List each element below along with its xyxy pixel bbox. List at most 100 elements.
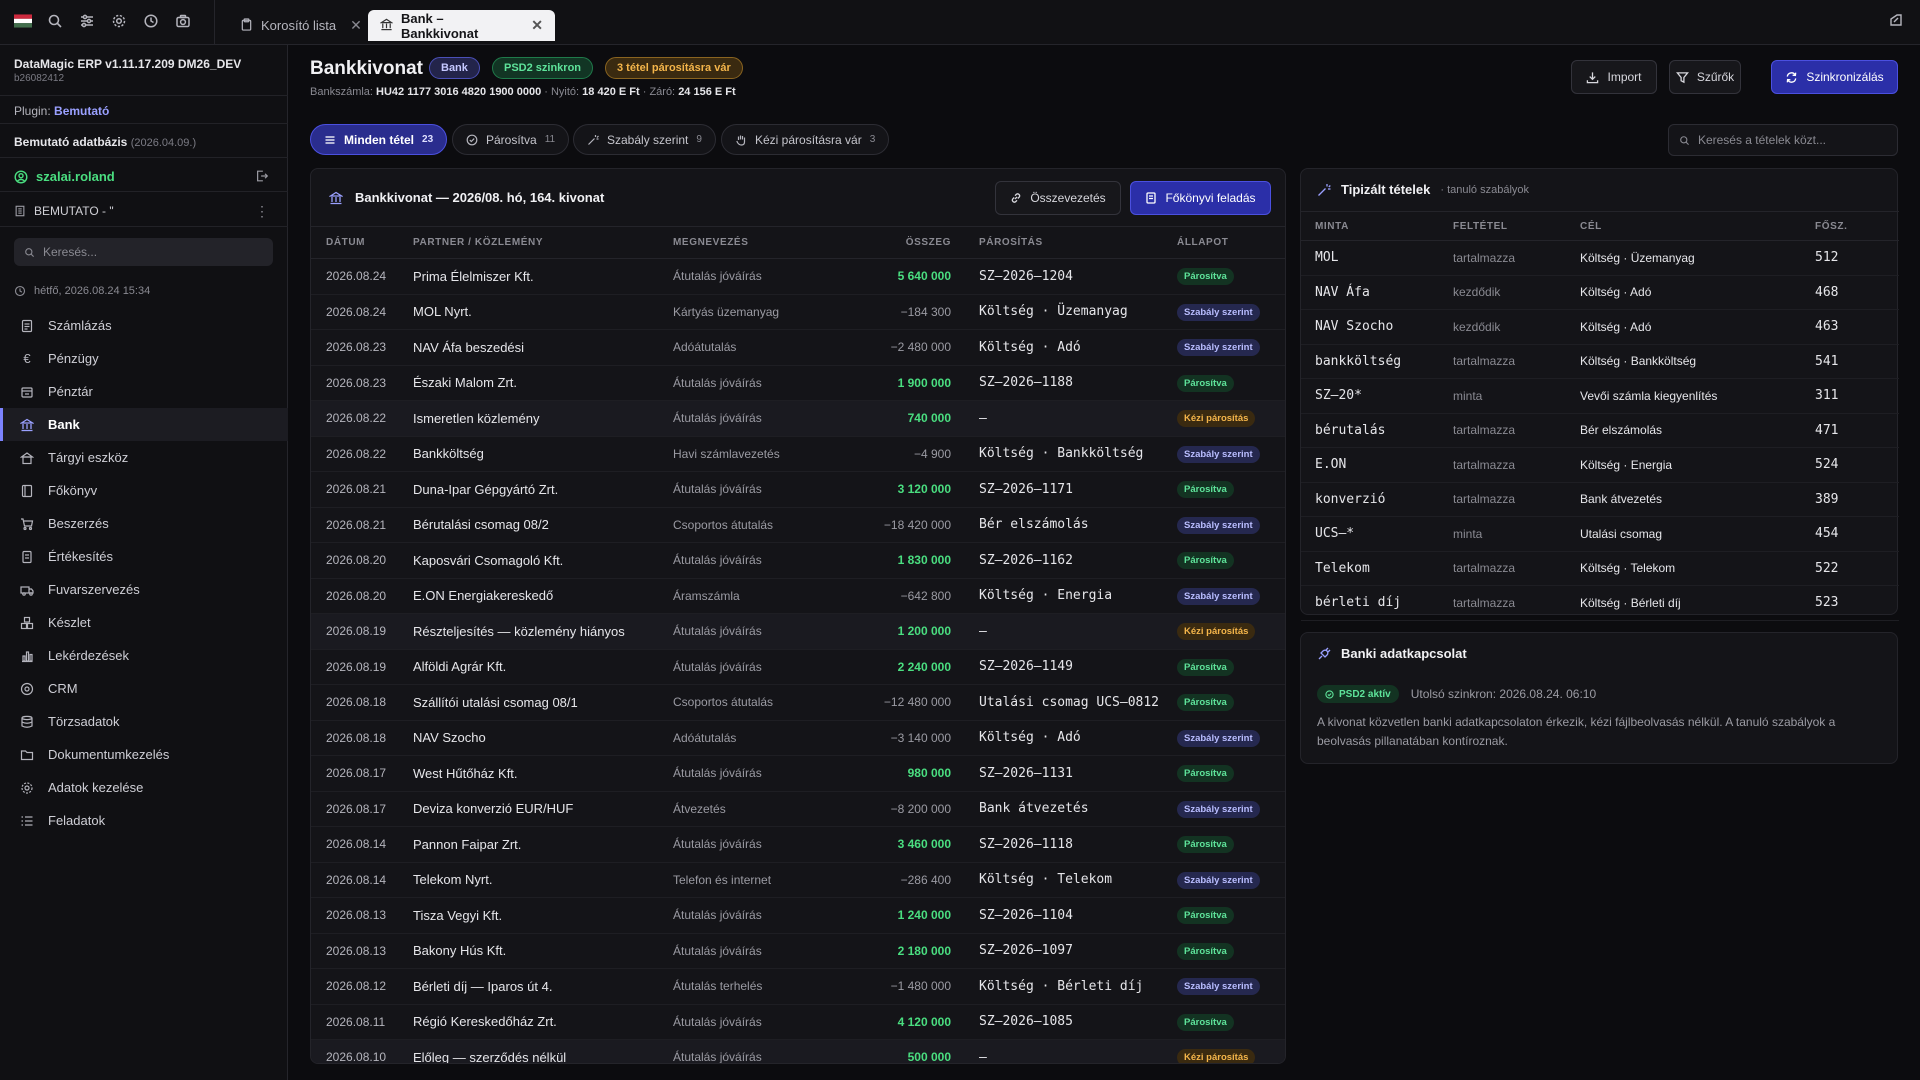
download-icon	[1587, 71, 1599, 83]
table-row[interactable]: 2026.08.19 Alföldi Agrár Kft. Átutalás jóv…	[311, 650, 1285, 685]
sidebar-item-penztar[interactable]: Pénztár	[0, 375, 288, 408]
table-row[interactable]: 2026.08.24 MOL Nyrt. Kártyás üzemanyag −184…	[311, 295, 1285, 330]
company-selector[interactable]: BEMUTATO - "	[14, 204, 114, 218]
table-row[interactable]: 2026.08.23 NAV Áfa beszedési Adóátutalás −2…	[311, 330, 1285, 366]
filter-tab-rule[interactable]: Szabály szerint 9	[573, 124, 716, 155]
rule-row[interactable]: NAV Szocho kezdődik Költség · Adó 463	[1301, 310, 1899, 345]
sidebar-item-keszlet[interactable]: Készlet	[0, 606, 288, 639]
import-button[interactable]: Import	[1571, 60, 1657, 94]
table-row[interactable]: 2026.08.10 Előleg — szerződés nélkül Átuta…	[311, 1040, 1285, 1063]
table-row[interactable]: 2026.08.20 E.ON Energiakereskedő Áramszáml…	[311, 579, 1285, 614]
rule-row[interactable]: MOL tartalmazza Költség · Üzemanyag 512	[1301, 241, 1899, 276]
reconcile-button[interactable]: Összevezetés	[995, 181, 1121, 215]
sidebar-item-feladatok[interactable]: Feladatok	[0, 804, 288, 837]
user-row[interactable]: szalai.roland	[14, 169, 115, 184]
rule-row[interactable]: Telekom tartalmazza Költség · Telekom 522	[1301, 552, 1899, 586]
table-row[interactable]: 2026.08.24 Prima Élelmiszer Kft. Átutalás …	[311, 259, 1285, 295]
column-header-condition[interactable]: FELTÉTEL	[1453, 220, 1508, 232]
column-header-matching[interactable]: PÁROSÍTÁS	[979, 237, 1043, 248]
status-badge[interactable]: Kézi párosítás	[1177, 623, 1256, 641]
table-row[interactable]: 2026.08.11 Régió Kereskedőház Zrt. Átutalá…	[311, 1005, 1285, 1040]
column-header-amount[interactable]: ÖSSZEG	[905, 237, 951, 248]
post-to-ledger-button[interactable]: Főkönyvi feladás	[1130, 181, 1271, 215]
table-row[interactable]: 2026.08.12 Bérleti díj — Iparos út 4. Átut…	[311, 969, 1285, 1005]
sliders-icon[interactable]	[78, 12, 96, 30]
tab-bank-bankkivonat[interactable]: Bank – Bankkivonat ✕	[368, 10, 555, 41]
rule-row[interactable]: NAV Áfa kezdődik Költség · Adó 468	[1301, 276, 1899, 310]
tab-korosito-lista[interactable]: Korosító lista ✕	[228, 10, 374, 41]
rule-row[interactable]: UCS–* minta Utalási csomag 454	[1301, 517, 1899, 552]
close-icon[interactable]: ✕	[350, 17, 362, 33]
column-header-status[interactable]: ÁLLAPOT	[1177, 237, 1229, 248]
table-row[interactable]: 2026.08.21 Duna-Ipar Gépgyártó Zrt. Átutal…	[311, 472, 1285, 508]
table-row[interactable]: 2026.08.19 Részteljesítés — közlemény hiá…	[311, 614, 1285, 650]
plugin-value[interactable]: Bemutató	[54, 104, 110, 118]
column-header-target[interactable]: CÉL	[1580, 220, 1602, 232]
sidebar-item-bank[interactable]: Bank	[0, 408, 288, 441]
table-row[interactable]: 2026.08.22 Bankköltség Havi számlavezetés −…	[311, 437, 1285, 472]
status-badge[interactable]: Kézi párosítás	[1177, 1049, 1256, 1063]
sidebar-item-beszerzes[interactable]: Beszerzés	[0, 507, 288, 540]
filter-tab-manual[interactable]: Kézi párosításra vár 3	[721, 124, 890, 155]
row-amount: 740 000	[907, 411, 951, 426]
rule-condition: tartalmazza	[1453, 561, 1516, 576]
rule-row[interactable]: bankköltség tartalmazza Költség · Bankkölt…	[1301, 345, 1899, 379]
pending-badge[interactable]: 3 tétel párosításra vár	[605, 57, 743, 79]
sync-button[interactable]: Szinkronizálás	[1771, 60, 1898, 94]
rule-row[interactable]: konverzió tartalmazza Bank átvezetés 389	[1301, 483, 1899, 517]
table-row[interactable]: 2026.08.17 Deviza konverzió EUR/HUF Átveze…	[311, 792, 1285, 827]
filter-tab-all[interactable]: Minden tétel 23	[310, 124, 448, 155]
sidebar-item-fuvarszervezes[interactable]: Fuvarszervezés	[0, 573, 288, 606]
column-header-date[interactable]: DÁTUM	[326, 237, 366, 248]
sidebar-item-adatok-kezelese[interactable]: Adatok kezelése	[0, 771, 288, 804]
hungarian-flag-icon[interactable]	[14, 12, 32, 30]
logout-icon[interactable]	[255, 169, 271, 185]
sidebar-search[interactable]	[14, 238, 273, 266]
sidebar-search-input[interactable]	[43, 245, 263, 259]
table-row[interactable]: 2026.08.23 Északi Malom Zrt. Átutalás jóvá…	[311, 366, 1285, 401]
table-row[interactable]: 2026.08.13 Tisza Vegyi Kft. Átutalás jóváí…	[311, 898, 1285, 934]
items-search-input[interactable]	[1697, 133, 1887, 147]
rule-row[interactable]: bérutalás tartalmazza Bér elszámolás 471	[1301, 414, 1899, 448]
column-header-pattern[interactable]: MINTA	[1315, 220, 1349, 232]
rule-row[interactable]: E.ON tartalmazza Költség · Energia 524	[1301, 448, 1899, 483]
table-row[interactable]: 2026.08.18 Szállítói utalási csomag 08/1 C…	[311, 685, 1285, 721]
sidebar-item-szamlazas[interactable]: Számlázás	[0, 309, 288, 342]
items-search[interactable]	[1668, 124, 1898, 156]
kebab-menu-icon[interactable]: ⋮	[255, 203, 269, 219]
status-badge[interactable]: Kézi párosítás	[1177, 410, 1256, 428]
sidebar-item-ertekesites[interactable]: Értékesítés	[0, 540, 288, 573]
row-description: Csoportos átutalás	[673, 695, 774, 710]
rule-pattern: bérleti díj	[1315, 595, 1402, 611]
camera-icon[interactable]	[174, 12, 192, 30]
filters-button[interactable]: Szűrők	[1669, 60, 1741, 94]
column-header-account[interactable]: FŐSZ.	[1815, 220, 1848, 232]
table-row[interactable]: 2026.08.17 West Hűtőház Kft. Átutalás jóvá…	[311, 756, 1285, 792]
table-row[interactable]: 2026.08.14 Telekom Nyrt. Telefon és intern…	[311, 863, 1285, 898]
search-icon[interactable]	[46, 12, 64, 30]
column-header-description[interactable]: MEGNEVEZÉS	[673, 237, 749, 248]
table-row[interactable]: 2026.08.22 Ismeretlen közlemény Átutalás j…	[311, 401, 1285, 437]
sidebar-item-penzugy[interactable]: € Pénzügy	[0, 342, 288, 375]
table-row[interactable]: 2026.08.18 NAV Szocho Adóátutalás −3 140 00…	[311, 721, 1285, 756]
column-header-partner[interactable]: PARTNER / KÖZLEMÉNY	[413, 237, 544, 248]
status-badge: Szabály szerint	[1177, 978, 1260, 996]
history-icon[interactable]	[142, 12, 160, 30]
sidebar-item-fokonyv[interactable]: Főkönyv	[0, 474, 288, 507]
close-icon[interactable]: ✕	[531, 17, 543, 33]
rule-row[interactable]: bérleti díj tartalmazza Költség · Bérleti …	[1301, 586, 1899, 621]
sidebar-item-torzsadatok[interactable]: Törzsadatok	[0, 705, 288, 738]
sidebar-item-targyi-eszkoz[interactable]: Tárgyi eszköz	[0, 441, 288, 474]
rule-row[interactable]: SZ–20* minta Vevői számla kiegyenlítés 311	[1301, 379, 1899, 414]
sidebar-item-lekerdezesek[interactable]: Lekérdezések	[0, 639, 288, 672]
table-row[interactable]: 2026.08.13 Bakony Hús Kft. Átutalás jóváír…	[311, 934, 1285, 969]
sidebar-item-dokumentumkezeles[interactable]: Dokumentumkezelés	[0, 738, 288, 771]
window-corner-icon[interactable]	[1888, 12, 1908, 32]
gear-icon[interactable]	[110, 12, 128, 30]
sidebar-item-crm[interactable]: CRM	[0, 672, 288, 705]
table-row[interactable]: 2026.08.14 Pannon Faipar Zrt. Átutalás jóv…	[311, 827, 1285, 863]
row-status: Szabály szerint	[1177, 587, 1285, 605]
filter-tab-matched[interactable]: Párosítva 11	[452, 124, 570, 155]
table-row[interactable]: 2026.08.20 Kaposvári Csomagoló Kft. Átutal…	[311, 543, 1285, 579]
table-row[interactable]: 2026.08.21 Bérutalási csomag 08/2 Csoporto…	[311, 508, 1285, 543]
